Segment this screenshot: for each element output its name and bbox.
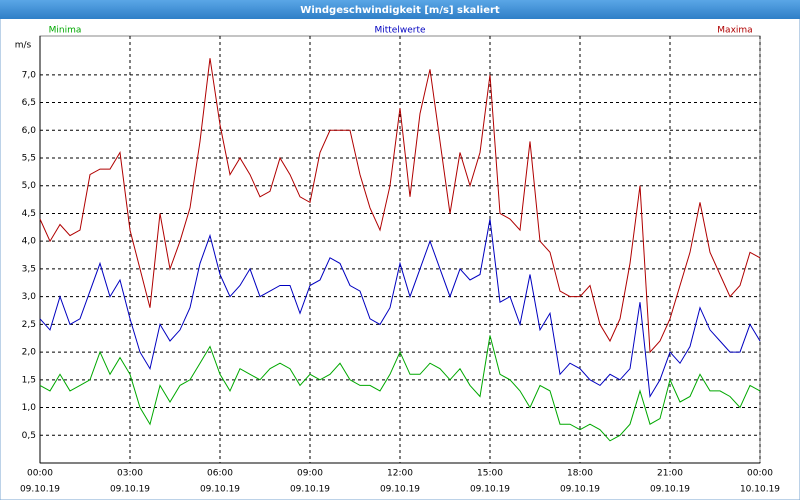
y-tick-label: 5,5 xyxy=(22,154,36,164)
x-tick-date: 09.10.19 xyxy=(20,485,60,495)
x-tick-date: 10.10.19 xyxy=(740,485,780,495)
y-tick-label: 7,0 xyxy=(22,70,37,80)
y-tick-label: 1,0 xyxy=(22,403,37,413)
x-tick-label: 00:00 xyxy=(27,469,53,479)
y-tick-label: 4,0 xyxy=(22,237,37,247)
data-line xyxy=(39,58,761,354)
x-tick-date: 09.10.19 xyxy=(290,485,330,495)
y-tick-label: 1,5 xyxy=(22,375,36,385)
x-tick-label: 21:00 xyxy=(657,469,683,479)
data-line xyxy=(39,335,761,442)
legend-entry: Maxima xyxy=(717,26,752,36)
x-tick-date: 09.10.19 xyxy=(470,485,510,495)
title-bar xyxy=(0,0,800,19)
y-axis-label: m/s xyxy=(15,41,32,51)
y-tick-label: 6,5 xyxy=(22,98,36,108)
y-tick-label: 6,0 xyxy=(22,126,37,136)
legend-entry: Minima xyxy=(49,26,82,36)
x-tick-label: 00:00 xyxy=(747,469,773,479)
x-tick-label: 03:00 xyxy=(117,469,143,479)
y-tick-label: 2,0 xyxy=(22,348,37,358)
y-tick-label: 3,0 xyxy=(22,292,37,302)
x-tick-label: 12:00 xyxy=(387,469,413,479)
data-line xyxy=(39,218,761,399)
x-tick-date: 09.10.19 xyxy=(200,485,240,495)
y-tick-label: 4,5 xyxy=(22,209,36,219)
y-tick-label: 3,5 xyxy=(22,264,36,274)
x-tick-label: 06:00 xyxy=(207,469,233,479)
x-tick-date: 09.10.19 xyxy=(560,485,600,495)
x-tick-date: 09.10.19 xyxy=(110,485,150,495)
x-tick-label: 18:00 xyxy=(567,469,593,479)
x-tick-date: 09.10.19 xyxy=(380,485,420,495)
y-tick-label: 2,5 xyxy=(22,320,36,330)
y-tick-label: 0,5 xyxy=(22,431,36,441)
chart-title: Windgeschwindigkeit [m/s] skaliert xyxy=(300,5,500,16)
y-tick-label: 5,0 xyxy=(22,181,37,191)
x-tick-date: 09.10.19 xyxy=(650,485,690,495)
x-tick-label: 15:00 xyxy=(477,469,503,479)
x-tick-label: 09:00 xyxy=(297,469,323,479)
legend-entry: Mittelwerte xyxy=(374,26,425,36)
